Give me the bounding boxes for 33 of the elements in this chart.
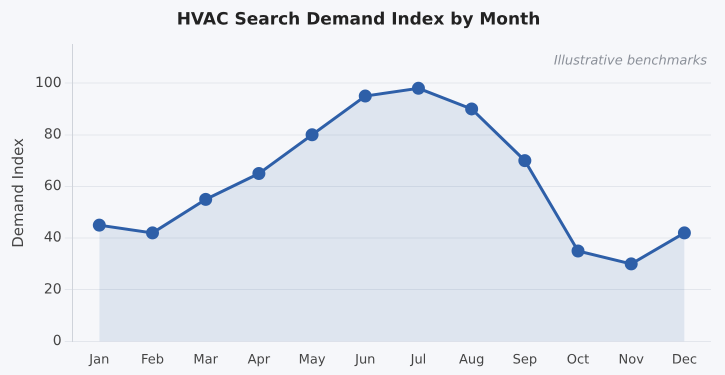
x-tick-label: Sep [512, 352, 538, 368]
x-tick-label: Jun [354, 352, 376, 368]
x-tick-label: Feb [140, 352, 164, 368]
point [412, 82, 425, 95]
y-axis-title: Demand Index [8, 138, 27, 248]
point [518, 154, 532, 168]
y-tick-label: 40 [44, 230, 62, 246]
point [146, 226, 160, 240]
point [306, 128, 319, 142]
x-tick-label: Mar [193, 352, 219, 368]
x-tick-label: Oct [566, 352, 590, 368]
x-tick-label: Nov [618, 352, 644, 368]
point [572, 244, 585, 258]
x-tick-label: May [298, 352, 326, 368]
point [199, 192, 212, 206]
point [624, 257, 638, 270]
chart-title: HVAC Search Demand Index by Month [176, 10, 540, 30]
point [465, 102, 478, 116]
point [252, 167, 266, 180]
y-tick-label: 0 [52, 333, 62, 350]
point [358, 90, 372, 103]
y-tick-label: 100 [34, 74, 62, 91]
x-tick-label: Apr [248, 352, 271, 368]
x-tick-label: Aug [458, 352, 484, 368]
x-tick-label: Dec [672, 352, 697, 368]
point [678, 226, 691, 240]
x-tick-label: Jul [410, 352, 426, 368]
y-tick-label: 80 [44, 126, 62, 142]
point [92, 218, 106, 232]
y-tick-label: 60 [44, 178, 62, 194]
x-tick-label: Jan [88, 352, 110, 368]
y-tick-label: 20 [44, 281, 62, 298]
annotation: Illustrative benchmarks [554, 53, 708, 68]
